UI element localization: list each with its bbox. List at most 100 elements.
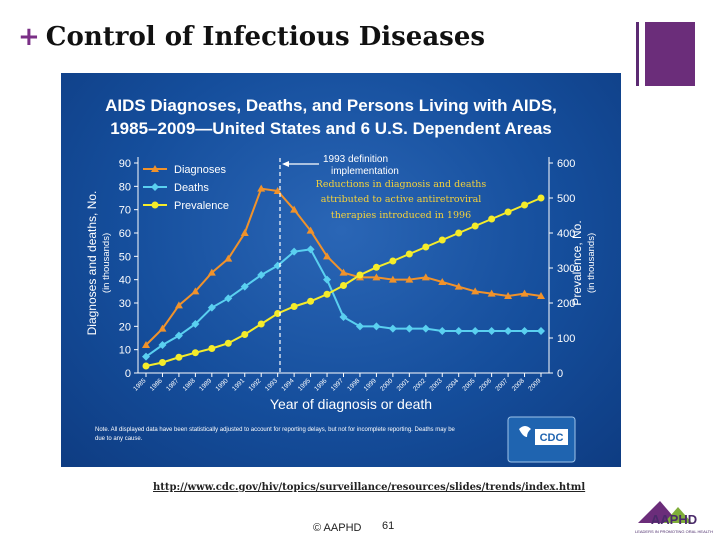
data-point-prevalence [389,257,397,265]
chart-panel: AIDS Diagnoses, Deaths, and Persons Livi… [61,73,621,467]
data-point-diagnoses [339,268,348,276]
chart-title-line1: AIDS Diagnoses, Deaths, and Persons Livi… [105,96,557,115]
data-point-prevalence [257,320,265,328]
legend-marker-deaths [151,183,159,191]
data-point-prevalence [405,250,413,258]
data-point-deaths [520,327,529,335]
left-tick-label: 30 [119,298,131,310]
data-point-diagnoses [273,187,282,194]
data-point-diagnoses [504,292,513,299]
series-line-deaths [145,248,541,358]
data-point-diagnoses [421,273,430,281]
right-tick-label: 200 [557,298,575,310]
x-tick-label: 1988 [182,377,197,392]
data-point-prevalence [372,263,380,271]
x-tick-label: 2007 [494,377,509,392]
right-tick-label: 400 [557,228,575,240]
logo-subtitle: LEADERS IN PROMOTING ORAL HEALTH [635,529,713,534]
reductions-label-line2: attributed to active antiretroviral [321,194,482,205]
chart-note-line1: Note. All displayed data have been stati… [95,427,456,433]
decorative-thick-bar [645,22,695,86]
x-tick-label: 1993 [264,377,279,392]
left-tick-label: 20 [119,321,131,333]
x-tick-label: 2005 [461,377,476,392]
data-point-diagnoses [520,289,529,297]
data-point-deaths [224,294,233,303]
source-url-link[interactable]: http://www.cdc.gov/hiv/topics/surveillan… [153,482,586,493]
data-point-deaths [158,341,167,349]
logo-mountain-icon [638,501,672,523]
cdc-logo-text: CDC [540,432,564,444]
x-tick-label: 2008 [511,377,526,392]
left-tick-label: 70 [119,205,131,217]
plus-icon: + [18,22,40,52]
right-tick-label: 500 [557,193,575,205]
hhs-eagle-icon [519,426,531,437]
data-point-diagnoses [372,273,381,281]
data-point-prevalence [241,331,249,338]
data-point-deaths [191,320,200,328]
data-point-prevalence [438,236,446,244]
reductions-label-line1: Reductions in diagnosis and deaths [316,179,487,190]
data-point-deaths [290,247,299,256]
data-point-prevalence [340,282,347,289]
data-point-deaths [306,245,315,254]
data-point-deaths [174,331,183,340]
definition-label-line1: 1993 definition [323,154,388,165]
logo-text: AAPHD [651,512,697,527]
right-tick-label: 600 [557,158,575,170]
data-point-diagnoses [290,205,299,213]
data-point-deaths [438,327,447,335]
data-point-deaths [487,327,496,335]
x-tick-label: 2004 [445,377,460,392]
data-point-diagnoses [454,282,463,290]
data-point-deaths [537,327,545,335]
data-point-prevalence [471,222,479,230]
x-tick-label: 1998 [346,377,361,392]
chart-note-line2: due to any cause. [95,436,143,442]
cdc-logo: CDC [507,416,576,463]
x-tick-label: 1991 [231,377,246,392]
data-point-deaths [372,322,381,331]
definition-arrowhead [282,161,289,167]
x-tick-label: 1992 [247,377,262,392]
data-point-diagnoses [257,184,266,192]
legend-marker-prevalence [151,201,159,209]
right-tick-label: 0 [557,368,563,380]
data-point-deaths [355,322,364,331]
x-tick-label: 1995 [297,377,312,392]
data-point-prevalence [208,345,216,352]
data-point-prevalence [142,362,150,370]
legend-marker-diagnoses [151,165,159,172]
data-point-diagnoses [388,275,397,283]
cdc-text-box [535,429,568,445]
left-tick-label: 90 [119,158,131,170]
definition-label-line2: implementation [331,166,399,177]
aids-line-chart: AIDS Diagnoses, Deaths, and Persons Livi… [85,96,597,463]
data-point-diagnoses [158,324,167,332]
data-point-prevalence [455,229,463,237]
right-axis-unit: (in thousands) [586,233,597,293]
slide-title: + Control of Infectious Diseases [18,22,485,52]
data-point-prevalence [191,349,199,357]
data-point-prevalence [488,215,496,223]
data-point-deaths [323,275,332,284]
left-tick-label: 50 [119,251,131,263]
left-tick-label: 60 [119,228,131,240]
data-point-deaths [421,324,430,333]
data-point-prevalence [422,243,430,251]
x-tick-label: 1997 [330,377,345,392]
x-tick-label: 1987 [165,377,180,392]
x-tick-label: 1999 [363,377,378,392]
data-point-diagnoses [174,301,183,309]
data-point-prevalence [356,271,364,279]
data-point-prevalence [521,201,529,209]
legend-label-deaths: Deaths [174,182,209,194]
data-point-diagnoses [471,287,480,295]
data-point-diagnoses [537,292,545,299]
x-tick-label: 2001 [396,377,411,392]
left-axis-title: Diagnoses and deaths, No. [85,191,99,336]
x-tick-label: 1985 [132,377,147,392]
data-point-deaths [257,271,266,279]
data-point-prevalence [307,297,315,305]
